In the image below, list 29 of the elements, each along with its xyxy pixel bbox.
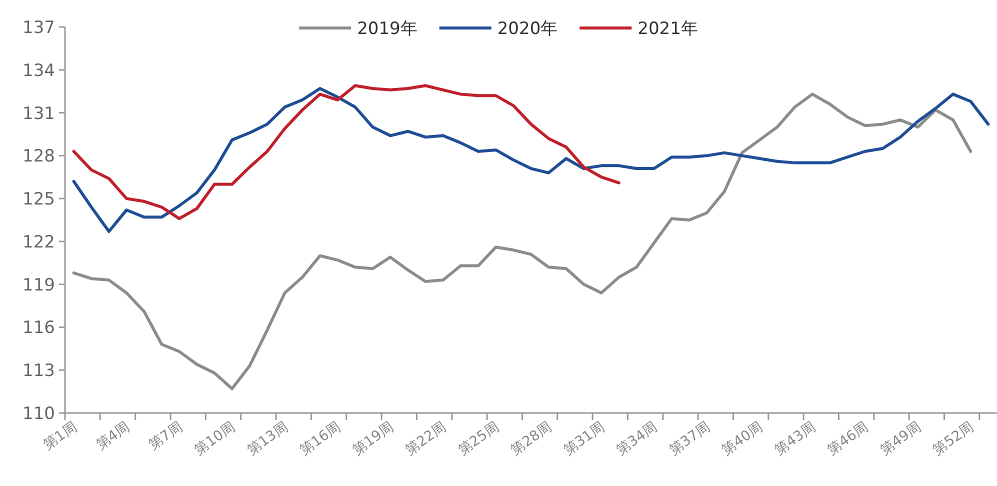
y-tick-label: 125: [22, 190, 55, 210]
x-tick-label: 第37周: [666, 419, 714, 459]
y-tick-label: 128: [22, 146, 55, 167]
x-tick-label: 第43周: [772, 419, 819, 459]
y-tick-label: 113: [22, 361, 55, 382]
x-tick-label: 第49周: [877, 419, 924, 459]
y-tick-label: 119: [22, 275, 55, 296]
y-tick-label: 137: [22, 18, 55, 38]
x-tick-label: 第25周: [455, 419, 502, 459]
x-tick-label: 第7周: [146, 419, 186, 454]
x-tick-label: 第13周: [244, 419, 292, 459]
x-tick-label: 第31周: [560, 419, 608, 459]
legend-label: 2021年: [638, 19, 698, 39]
x-tick-label: 第22周: [402, 419, 450, 459]
x-tick-label: 第46周: [824, 419, 872, 459]
x-tick-label: 第16周: [297, 419, 344, 459]
x-tick-label: 第34周: [614, 419, 660, 459]
y-tick-label: 131: [22, 104, 55, 124]
x-tick-label: 第40周: [719, 419, 766, 459]
y-tick-label: 134: [22, 60, 55, 81]
y-tick-label: 122: [22, 232, 55, 252]
legend-label: 2020年: [497, 19, 558, 39]
x-tick-label: 第28周: [508, 419, 555, 459]
x-tick-label: 第10周: [192, 419, 238, 459]
x-tick-label: 第4周: [93, 419, 133, 454]
x-tick-label: 第52周: [930, 419, 977, 459]
legend-label: 2019年: [357, 19, 418, 39]
y-tick-label: 116: [22, 318, 55, 338]
x-tick-label: 第19周: [350, 419, 397, 459]
